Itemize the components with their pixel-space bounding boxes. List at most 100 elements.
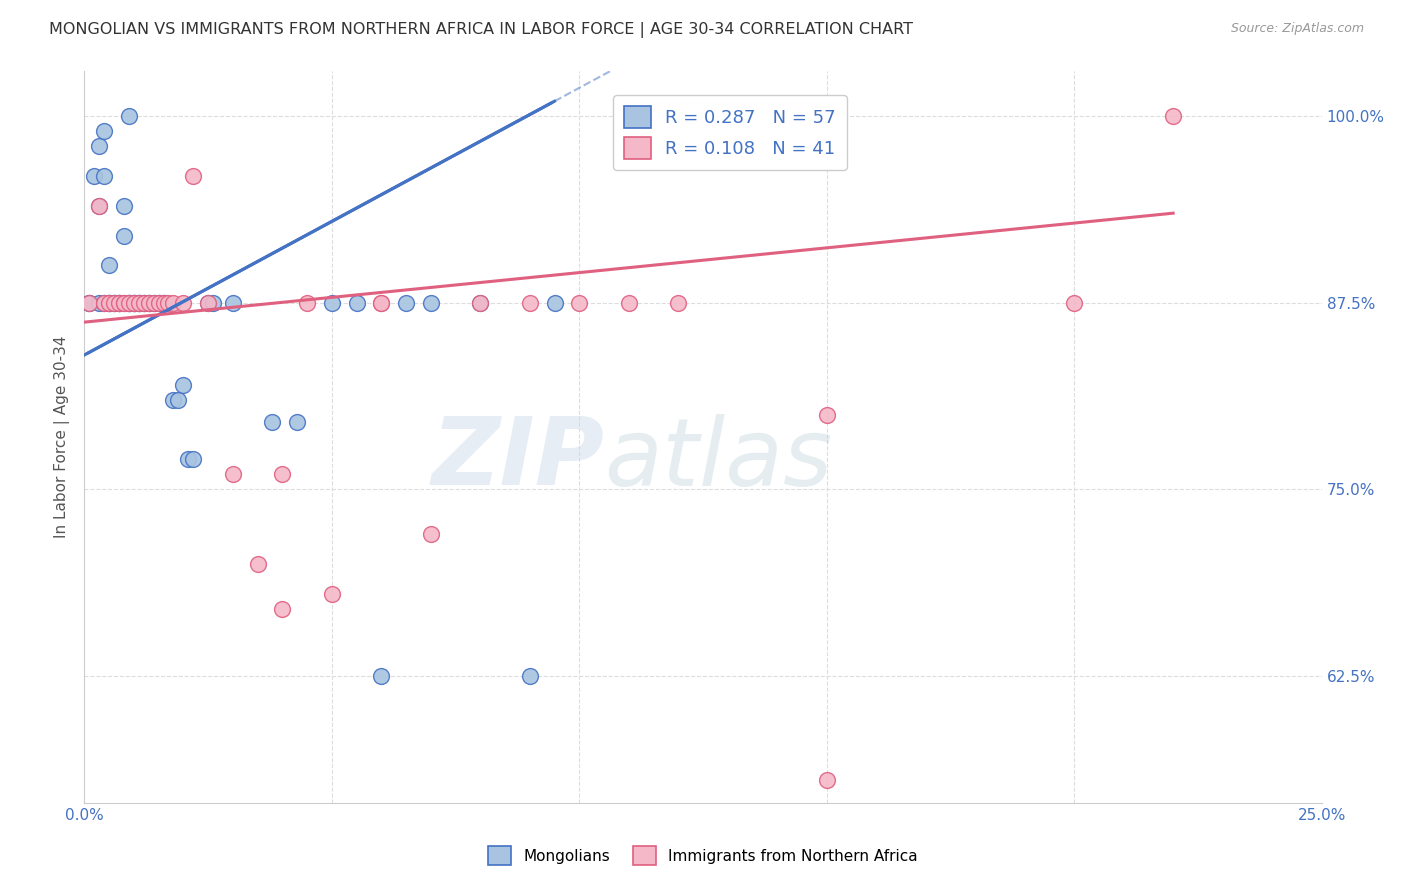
Point [271,467,294,482]
Point [112,295,135,310]
Point [98,295,121,310]
Point [419,527,441,541]
Point [568,295,591,310]
Point [98,295,121,310]
Point [89,199,111,213]
Point [617,295,640,310]
Text: ZIP: ZIP [432,413,605,505]
Point [118,295,141,310]
Point [108,295,131,310]
Point [148,295,170,310]
Point [103,295,125,310]
Point [285,415,308,429]
Point [132,295,155,310]
Point [83,169,105,183]
Point [321,587,343,601]
Point [470,295,492,310]
Point [122,295,145,310]
Point [128,295,150,310]
Point [108,295,131,310]
Point [138,295,160,310]
Point [138,295,160,310]
Point [89,139,111,153]
Point [103,295,125,310]
Point [118,109,141,123]
Point [181,169,204,183]
Point [167,392,190,407]
Point [246,557,269,571]
Point [370,295,392,310]
Legend: Mongolians, Immigrants from Northern Africa: Mongolians, Immigrants from Northern Afr… [482,840,924,871]
Point [79,295,101,310]
Point [172,295,194,310]
Point [98,259,121,273]
Point [142,295,165,310]
Point [93,169,115,183]
Point [262,415,284,429]
Point [321,295,343,310]
Point [122,295,145,310]
Text: Source: ZipAtlas.com: Source: ZipAtlas.com [1230,22,1364,36]
Point [108,295,131,310]
Point [162,295,184,310]
Point [181,452,204,467]
Point [1063,295,1085,310]
Point [122,295,145,310]
Point [666,295,689,310]
Point [142,295,165,310]
Point [152,295,174,310]
Point [815,773,838,788]
Point [103,295,125,310]
Point [148,295,170,310]
Point [157,295,180,310]
Point [815,408,838,422]
Point [1161,109,1184,123]
Point [222,467,245,482]
Point [93,124,115,138]
Point [152,295,174,310]
Point [118,295,141,310]
Point [222,295,245,310]
Point [519,669,541,683]
Point [370,669,392,683]
Point [118,295,141,310]
Point [346,295,368,310]
Point [112,295,135,310]
Point [295,295,318,310]
Point [543,295,565,310]
Text: MONGOLIAN VS IMMIGRANTS FROM NORTHERN AFRICA IN LABOR FORCE | AGE 30-34 CORRELAT: MONGOLIAN VS IMMIGRANTS FROM NORTHERN AF… [49,22,914,38]
Point [419,295,441,310]
Point [93,295,115,310]
Point [112,199,135,213]
Point [470,295,492,310]
Point [89,295,111,310]
Point [98,295,121,310]
Point [122,295,145,310]
Point [177,452,200,467]
Point [89,199,111,213]
Point [132,295,155,310]
Point [271,601,294,615]
Point [128,295,150,310]
Point [395,295,418,310]
Point [197,295,219,310]
Point [128,295,150,310]
Point [79,295,101,310]
Text: atlas: atlas [605,414,832,505]
Point [148,295,170,310]
Point [172,377,194,392]
Point [108,295,131,310]
Point [118,295,141,310]
Point [93,295,115,310]
Point [370,295,392,310]
Point [519,295,541,310]
Point [98,295,121,310]
Point [162,392,184,407]
Point [202,295,225,310]
Point [112,228,135,243]
Point [197,295,219,310]
Point [138,295,160,310]
Legend: R = 0.287   N = 57, R = 0.108   N = 41: R = 0.287 N = 57, R = 0.108 N = 41 [613,95,846,169]
Point [79,295,101,310]
Point [152,295,174,310]
